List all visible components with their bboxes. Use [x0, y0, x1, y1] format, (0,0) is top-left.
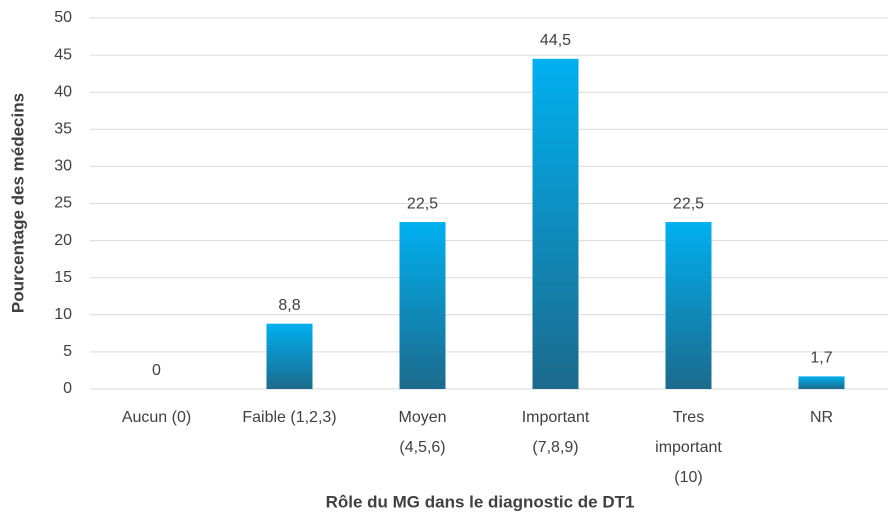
- y-tick-label: 40: [54, 83, 72, 100]
- y-tick-label: 20: [54, 232, 72, 249]
- x-axis-title: Rôle du MG dans le diagnostic de DT1: [326, 492, 635, 511]
- y-tick-label: 10: [54, 306, 72, 323]
- x-tick-label: Moyen (4,5,6): [398, 409, 446, 456]
- y-tick-label: 35: [54, 121, 72, 138]
- bar: [399, 222, 446, 389]
- bar: [665, 222, 712, 389]
- data-label: 22,5: [407, 195, 438, 212]
- data-label: 1,7: [810, 350, 832, 367]
- bar: [532, 58, 579, 390]
- y-tick-label: 45: [54, 46, 72, 63]
- y-tick-label: 0: [63, 380, 72, 397]
- data-label: 8,8: [278, 297, 300, 314]
- x-tick-label: Tres important (10): [655, 409, 722, 486]
- y-tick-label: 50: [54, 9, 72, 26]
- y-axis-title: Pourcentage des médecins: [8, 93, 27, 313]
- x-tick-label: NR: [810, 409, 833, 426]
- x-tick-label: Faible (1,2,3): [242, 409, 336, 426]
- data-label: 0: [152, 362, 161, 379]
- data-label: 44,5: [540, 32, 571, 49]
- y-tick-label: 15: [54, 269, 72, 286]
- y-tick-label: 25: [54, 195, 72, 212]
- x-tick-label: Aucun (0): [122, 409, 191, 426]
- bar: [798, 376, 845, 389]
- bar: [266, 323, 313, 389]
- data-label: 22,5: [673, 195, 704, 212]
- y-tick-label: 5: [63, 343, 72, 360]
- y-tick-label: 30: [54, 158, 72, 175]
- x-tick-label: Important (7,8,9): [522, 409, 590, 456]
